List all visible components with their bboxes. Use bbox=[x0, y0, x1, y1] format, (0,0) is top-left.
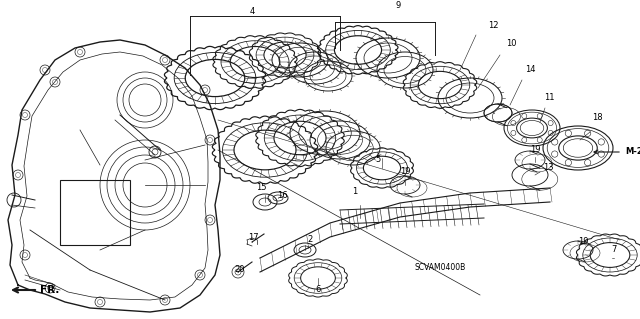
Text: SCVAM0400B: SCVAM0400B bbox=[414, 263, 466, 272]
Text: 17: 17 bbox=[248, 233, 259, 241]
Text: M-2: M-2 bbox=[625, 147, 640, 157]
Text: 20: 20 bbox=[235, 265, 245, 275]
Text: 4: 4 bbox=[250, 8, 255, 17]
Text: 2: 2 bbox=[307, 235, 312, 244]
Text: 9: 9 bbox=[396, 1, 401, 10]
Text: 12: 12 bbox=[488, 20, 499, 29]
Text: 15: 15 bbox=[256, 182, 266, 191]
Text: 19: 19 bbox=[578, 238, 588, 247]
Text: 7: 7 bbox=[611, 246, 617, 255]
Text: 1: 1 bbox=[353, 188, 358, 197]
Text: 18: 18 bbox=[592, 113, 602, 122]
Text: 16: 16 bbox=[276, 190, 287, 199]
Text: FR.: FR. bbox=[40, 285, 60, 295]
Bar bbox=[60, 180, 130, 245]
Text: 13: 13 bbox=[543, 162, 554, 172]
Text: 6: 6 bbox=[316, 286, 321, 294]
Text: 19: 19 bbox=[530, 145, 540, 153]
Text: 11: 11 bbox=[544, 93, 554, 101]
Text: 19: 19 bbox=[400, 167, 410, 176]
Text: 10: 10 bbox=[506, 40, 516, 48]
Text: 14: 14 bbox=[525, 64, 535, 73]
Text: 5: 5 bbox=[376, 155, 381, 165]
